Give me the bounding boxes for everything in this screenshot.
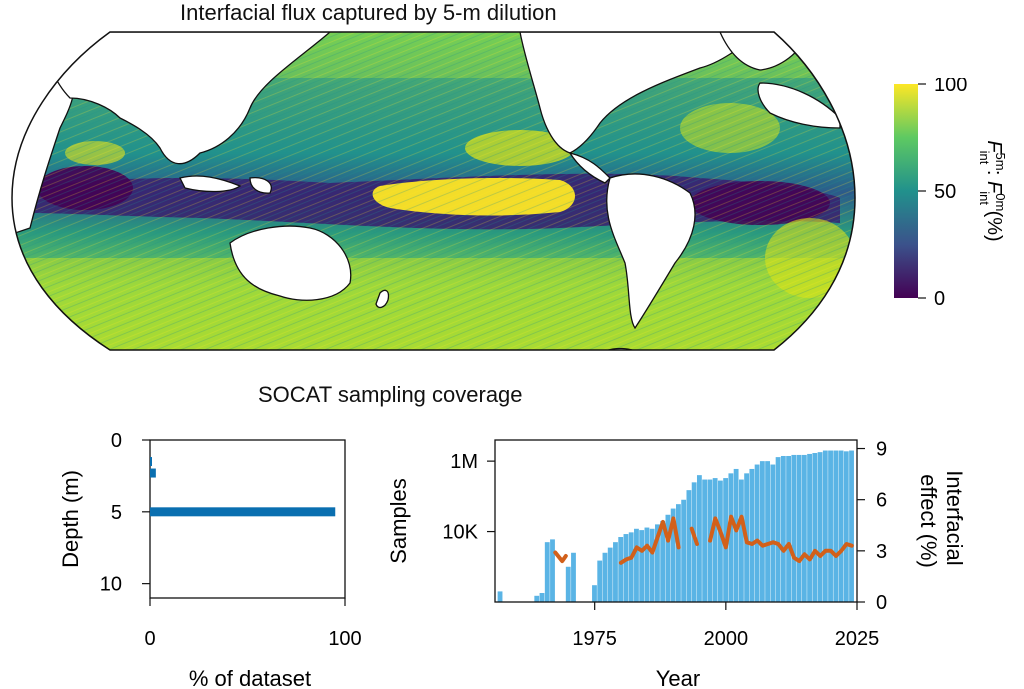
- samples-xtick-2025: 2025: [835, 628, 880, 650]
- samples-bar-1988: [660, 520, 666, 602]
- samples-bar-2002: [733, 468, 739, 602]
- samples-bar-1986: [649, 528, 655, 602]
- samples-bar-2024: [849, 450, 854, 602]
- map-outline: [11, 31, 856, 351]
- depth-bar-1: [150, 468, 156, 478]
- samples-bar-1982: [628, 532, 634, 602]
- samples-bar-2013: [791, 454, 797, 602]
- samples-bar-1981: [623, 534, 629, 602]
- samples-bar-2023: [843, 451, 849, 602]
- samples-bar-1976: [597, 560, 603, 602]
- samples-bar-2015: [801, 454, 807, 602]
- samples-bar-2020: [828, 450, 833, 602]
- samples-bar-1970: [565, 566, 571, 602]
- samples-xtick-2000: 2000: [704, 628, 749, 650]
- samples-bar-1993: [686, 490, 692, 602]
- samples-bar-1978: [607, 547, 613, 602]
- depth-histogram: 0 5 10 0 100 % of dataset Depth (m): [58, 430, 362, 689]
- colorbar-tick-50: 50: [934, 181, 956, 203]
- samples-bar-1977: [602, 552, 608, 602]
- samples-bar-1985: [644, 527, 650, 602]
- samples-bar-1975: [592, 585, 597, 602]
- depth-xtick-100: 100: [328, 628, 361, 650]
- depth-ytick-10: 10: [100, 574, 122, 596]
- samples-bar-2017: [812, 453, 818, 602]
- effect-ytick-3: 3: [876, 541, 887, 563]
- samples-bar-1957: [497, 591, 503, 602]
- samples-bar-1998: [712, 478, 718, 602]
- samples-bar-1996: [702, 479, 708, 602]
- samples-bar-1991: [676, 504, 681, 602]
- samples-bar-2008: [765, 461, 771, 602]
- samples-bar-2022: [838, 450, 844, 602]
- samples-bar-2021: [833, 450, 839, 602]
- samples-bar-2001: [728, 473, 734, 602]
- samples-bar-1966: [544, 542, 550, 602]
- samples-bar-1984: [639, 530, 645, 602]
- samples-bar-1979: [613, 542, 618, 602]
- samples-bar-2011: [780, 455, 786, 602]
- samples-bar-2009: [770, 464, 776, 602]
- depth-bar-2: [150, 507, 336, 517]
- samples-plot-frame: [494, 439, 858, 603]
- colorbar-gradient: [894, 84, 918, 298]
- samples-xlabel: Year: [656, 666, 700, 689]
- depth-bar-0: [150, 457, 152, 467]
- colorbar-label: F5mint : F0mint (%): [977, 140, 1008, 241]
- interfacial-effect-line-3: [708, 514, 854, 564]
- samples-bar-1999: [717, 480, 723, 602]
- map-title: Interfacial flux captured by 5-m dilutio…: [180, 0, 557, 25]
- samples-ytick-10K: 10K: [442, 522, 478, 544]
- section-title: SOCAT sampling coverage: [258, 382, 523, 407]
- depth-xlabel: % of dataset: [189, 666, 311, 689]
- depth-xtick-0: 0: [144, 628, 155, 650]
- samples-bar-2012: [786, 455, 792, 602]
- samples-ytick-1M: 1M: [450, 451, 478, 473]
- effect-ytick-6: 6: [876, 490, 887, 512]
- effect-ylabel: Interfacial effect (%): [916, 470, 967, 572]
- colorbar-tick-0: 0: [934, 288, 945, 310]
- interfacial-effect-line-2: [689, 526, 699, 546]
- depth-ytick-0: 0: [111, 430, 122, 452]
- samples-bar-1989: [665, 514, 671, 602]
- interfacial-effect-line-1: [618, 516, 681, 565]
- samples-bar-2007: [759, 461, 765, 602]
- samples-bar-1964: [534, 595, 540, 602]
- samples-xtick-1975: 1975: [572, 628, 617, 650]
- samples-bar-1994: [691, 482, 697, 602]
- continents: [12, 32, 841, 350]
- colorbar-tick-100: 100: [934, 78, 967, 96]
- samples-bar-2014: [796, 454, 802, 602]
- depth-ytick-5: 5: [111, 502, 122, 524]
- samples-bar-2003: [738, 479, 744, 602]
- samples-bar-2010: [775, 457, 781, 602]
- samples-bar-1987: [655, 524, 660, 602]
- samples-timeseries: 1M 10K 9 6 3 0 1975 2000 2025 Year Sampl…: [386, 439, 967, 689]
- samples-bar-2019: [822, 450, 828, 602]
- samples-bar-2005: [749, 468, 755, 602]
- samples-bar-1965: [539, 593, 545, 602]
- ocean-flux-map: [11, 31, 856, 351]
- map-ocean-field: [12, 32, 855, 350]
- samples-ylabel: Samples: [386, 478, 411, 564]
- samples-bar-1967: [550, 539, 555, 602]
- samples-bar-2006: [754, 464, 760, 602]
- samples-bar-1990: [670, 508, 676, 602]
- samples-bar-2016: [807, 453, 812, 602]
- interfacial-effect-line-0: [553, 550, 568, 564]
- effect-ytick-9: 9: [876, 439, 887, 461]
- depth-ylabel: Depth (m): [58, 470, 83, 568]
- colorbar: 100 50 0 F5mint : F0mint (%): [894, 78, 1008, 310]
- effect-ytick-0: 0: [876, 592, 887, 614]
- samples-bar-1983: [634, 528, 639, 602]
- depth-plot-frame: [149, 439, 346, 599]
- samples-bar-2018: [817, 452, 823, 602]
- samples-bar-1971: [571, 552, 576, 602]
- samples-bar-1980: [618, 537, 624, 602]
- samples-bar-1992: [681, 499, 687, 602]
- samples-bar-1995: [696, 475, 702, 602]
